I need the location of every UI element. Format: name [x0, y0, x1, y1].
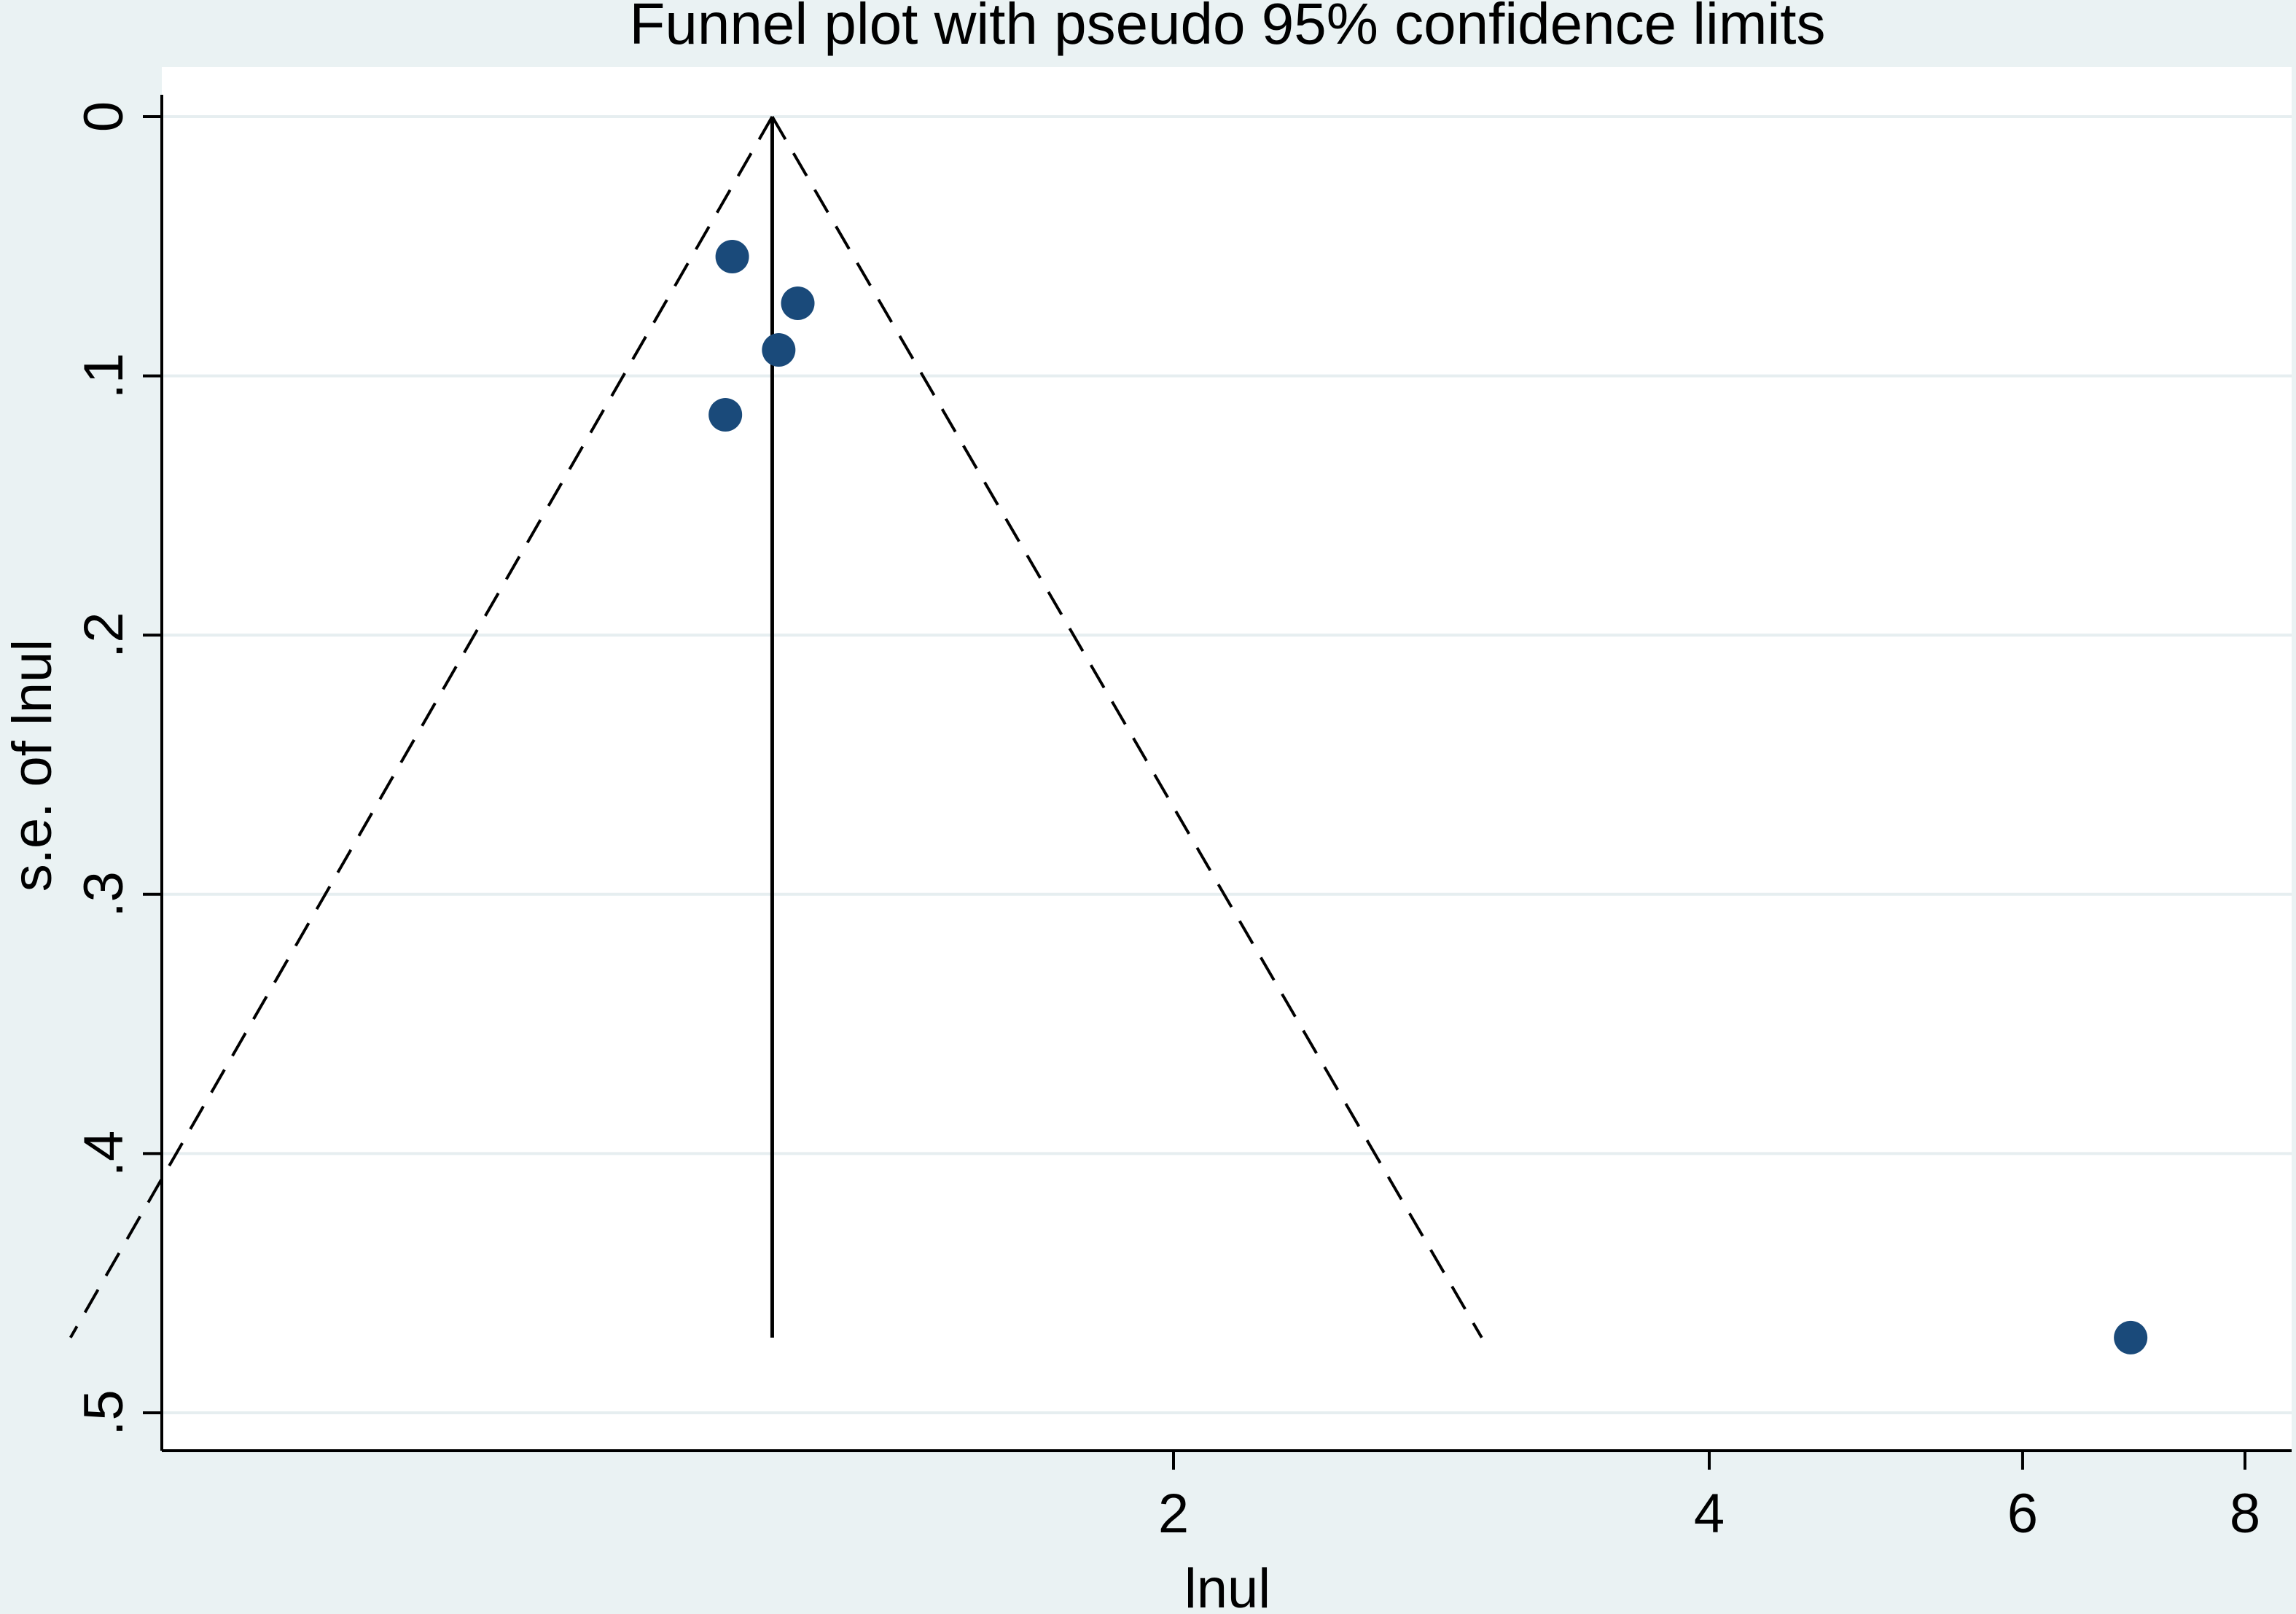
upper-confidence-limit-line	[770, 115, 1483, 1338]
data-point	[715, 240, 749, 274]
y-tick-label: .3	[73, 871, 135, 917]
data-points	[708, 240, 2148, 1354]
confidence-limit-funnel	[69, 115, 1483, 1338]
y-tick-label: .4	[73, 1131, 135, 1177]
grid-lines	[162, 115, 2292, 1414]
x-tick-label: 6	[2007, 1483, 2038, 1545]
data-point	[781, 286, 815, 321]
plot-area	[162, 67, 2292, 1451]
x-tick-label: 4	[1694, 1483, 1725, 1545]
x-axis-label: lnul	[1184, 1558, 1270, 1614]
y-tick-label: .5	[73, 1389, 135, 1435]
y-tick-label: .2	[73, 612, 135, 658]
axes: 0 .1 .2 .3 .4 .5 2 4 6 8	[73, 95, 2292, 1545]
x-tick-label: 2	[1158, 1483, 1189, 1545]
y-axis-label: s.e. of lnul	[1, 639, 63, 892]
chart-title: Funnel plot with pseudo 95% confidence l…	[630, 0, 1826, 56]
y-tick-label: 0	[73, 101, 135, 132]
y-tick-label: .1	[73, 353, 135, 399]
lower-confidence-limit-line	[69, 116, 774, 1338]
x-tick-label: 8	[2230, 1483, 2260, 1545]
data-point	[762, 333, 796, 367]
data-point	[2114, 1320, 2148, 1354]
data-point	[708, 397, 743, 432]
